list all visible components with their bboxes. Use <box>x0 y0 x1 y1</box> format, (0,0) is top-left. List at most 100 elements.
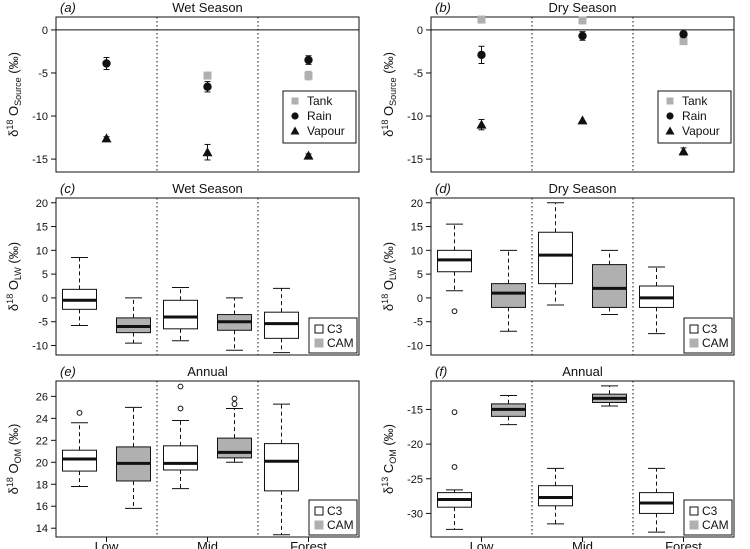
y-tick-label: 24 <box>36 413 48 425</box>
y-axis-label: δ18 OLW (‰) <box>5 242 23 311</box>
rain-legend-marker <box>666 112 674 120</box>
y-axis-label: δ18 OSource (‰) <box>5 52 23 137</box>
legend-label-cam: CAM <box>702 518 729 532</box>
plot-frame <box>55 16 360 173</box>
y-tick-label: 0 <box>42 25 48 37</box>
panel-label: (c) <box>60 181 75 196</box>
legend-label-cam: CAM <box>327 518 354 532</box>
y-tick-label: -15 <box>32 154 48 166</box>
y-tick-label: 16 <box>36 501 48 513</box>
box-body <box>163 445 198 471</box>
y-tick-label: -5 <box>413 68 423 80</box>
legend-label-c3: C3 <box>327 504 343 518</box>
y-tick-label: 26 <box>36 391 48 403</box>
point-vapour-low <box>101 133 112 143</box>
box-c3-low <box>62 409 97 487</box>
vapour-legend-marker <box>290 126 300 135</box>
box-cam-mid <box>592 249 627 316</box>
box-body <box>538 231 573 285</box>
legend-label-c3: C3 <box>702 504 718 518</box>
box-cam-low <box>116 297 151 344</box>
legend-label-tank: Tank <box>307 94 333 108</box>
y-tick-label: -10 <box>407 111 423 123</box>
box-c3-forest <box>639 266 674 335</box>
x-category-label-forest: Forest <box>290 539 327 549</box>
y-tick-label: -20 <box>407 439 423 451</box>
box-c3-mid <box>538 202 573 306</box>
point-rain-low <box>102 59 111 68</box>
outlier-point <box>76 409 83 416</box>
y-tick-label: 0 <box>417 293 423 305</box>
x-category-label-mid: Mid <box>572 539 593 549</box>
panel-label: (f) <box>435 364 447 379</box>
outlier-point <box>451 464 458 470</box>
y-tick-label: 15 <box>36 222 48 234</box>
panel-label: (a) <box>60 0 76 15</box>
box-c3-forest <box>639 467 674 533</box>
y-tick-label: 14 <box>36 523 48 535</box>
panel-title: Annual <box>187 364 228 379</box>
panel-d: Dry Season (d) 20 15 10 5 0 -5 -10 δ18 OLW (‰) C3C… <box>380 181 735 356</box>
y-axis-label: δ18 OOM (‰) <box>5 424 23 495</box>
outlier-point <box>177 405 184 412</box>
y-tick-label: -10 <box>407 340 423 352</box>
y-tick-label: 10 <box>36 245 48 257</box>
panel-a: Wet Season (a) 0 -5 -10 -15 δ18 OSource (‰) Tan… <box>5 0 360 173</box>
x-category-label-mid: Mid <box>197 539 218 549</box>
y-tick-label: 20 <box>36 457 48 469</box>
box-c3-low <box>437 409 472 530</box>
box-c3-mid <box>163 383 198 490</box>
tank-legend-marker <box>291 97 299 105</box>
y-tick-label: -10 <box>32 111 48 123</box>
y-tick-label: -5 <box>38 68 48 80</box>
c3-legend-swatch <box>689 506 699 516</box>
cam-legend-swatch <box>314 520 324 530</box>
c3-legend-swatch <box>689 324 699 334</box>
cam-legend-swatch <box>689 520 699 530</box>
y-tick-label: 20 <box>411 198 423 210</box>
legend-label-c3: C3 <box>702 322 718 336</box>
y-tick-label: 18 <box>36 479 48 491</box>
point-rain-mid <box>578 31 587 41</box>
outlier-point <box>451 308 458 315</box>
plot-frame <box>430 197 735 356</box>
legend-label-cam: CAM <box>702 336 729 350</box>
legend-label-vapour: Vapour <box>307 124 345 138</box>
legend-label-tank: Tank <box>682 94 708 108</box>
point-vapour-low <box>476 119 487 129</box>
box-body <box>264 443 299 492</box>
box-c3-forest <box>264 403 299 536</box>
panel-label: (d) <box>435 181 451 196</box>
panel-title: Dry Season <box>549 181 617 196</box>
panel-c: Wet Season (c) 20 15 10 5 0 -5 -10 δ18 OLW (‰) C3C… <box>5 181 360 356</box>
box-c3-low <box>437 223 472 315</box>
box-body <box>538 485 573 507</box>
box-cam-mid <box>217 297 252 351</box>
outlier-point <box>231 395 238 402</box>
y-tick-label: 0 <box>42 293 48 305</box>
point-tank-mid <box>578 16 587 25</box>
box-cam-mid <box>217 395 252 463</box>
y-tick-label: 20 <box>36 198 48 210</box>
y-tick-label: 10 <box>411 245 423 257</box>
y-tick-label: -10 <box>32 340 48 352</box>
box-body <box>217 437 252 459</box>
box-cam-low <box>491 395 526 426</box>
panel-label: (e) <box>60 364 76 379</box>
c3-legend-swatch <box>314 324 324 334</box>
panel-title: Wet Season <box>172 0 243 15</box>
box-cam-low <box>491 249 526 332</box>
cam-legend-swatch <box>314 338 324 348</box>
vapour-legend-marker <box>665 126 675 135</box>
y-tick-label: -5 <box>413 317 423 329</box>
y-axis-label: δ18 OLW (‰) <box>380 242 398 311</box>
box-body <box>264 311 299 339</box>
y-tick-label: -30 <box>407 508 423 520</box>
box-body <box>163 299 198 330</box>
